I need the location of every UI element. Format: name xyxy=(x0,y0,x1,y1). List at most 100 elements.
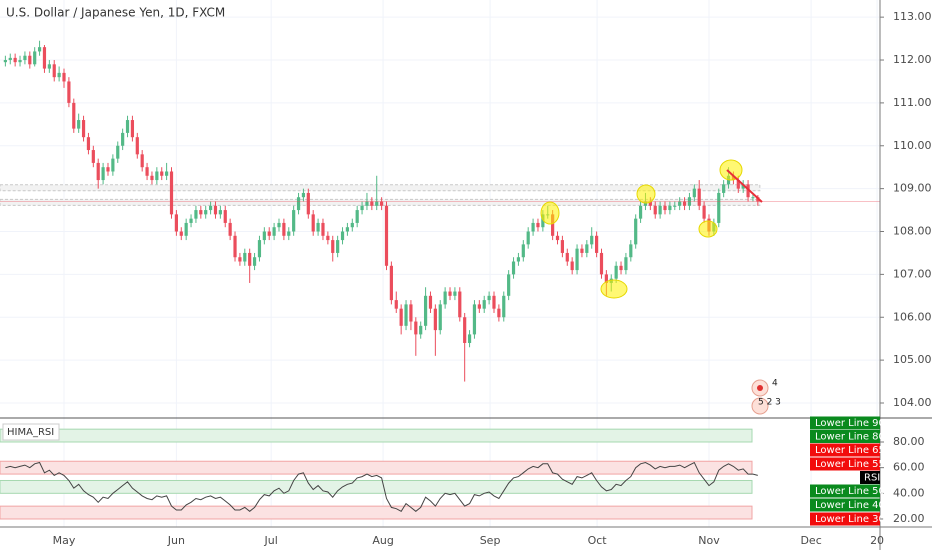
candle-body xyxy=(67,81,71,103)
candle-body xyxy=(668,205,672,211)
candle-body xyxy=(682,201,687,206)
candle-body xyxy=(580,248,584,253)
candle-body xyxy=(722,184,726,193)
candle-body xyxy=(350,222,354,228)
line-label: Lower Line 80 xyxy=(815,432,885,443)
line-label-bg xyxy=(810,498,880,512)
y-tick-label: 111.000 xyxy=(893,96,932,109)
candle-body xyxy=(204,210,208,215)
rsi-band xyxy=(0,428,753,443)
candle-body xyxy=(160,171,164,176)
trend-line xyxy=(726,169,763,203)
chart-title: U.S. Dollar / Japanese Yen, 1D, FXCM xyxy=(6,6,225,20)
candle-body xyxy=(336,240,340,253)
candle-body xyxy=(741,184,745,189)
candle-body xyxy=(399,308,403,326)
candle-body xyxy=(150,175,154,181)
y-tick-label: 110.000 xyxy=(893,139,932,152)
candle-body xyxy=(228,222,232,236)
candle-body xyxy=(62,72,66,82)
candle-body xyxy=(502,295,506,318)
candle-body xyxy=(257,240,262,258)
candle-body xyxy=(599,252,604,275)
candle-body xyxy=(23,55,27,61)
line-label-bg xyxy=(810,443,880,457)
y-tick-label: 105.000 xyxy=(893,353,932,366)
candle-body xyxy=(47,64,51,69)
candle-body xyxy=(316,222,320,232)
y-tick-label: 113.000 xyxy=(893,10,932,23)
candle-body xyxy=(507,274,511,296)
candle-body xyxy=(463,317,467,343)
y-tick-label: 106.000 xyxy=(893,310,932,323)
rsi-line xyxy=(5,461,758,512)
candle-body xyxy=(33,51,37,65)
rsi-band xyxy=(0,479,753,494)
y-tick-label: 20.00 xyxy=(893,512,925,525)
x-tick-label: Nov xyxy=(698,534,720,547)
candle-body xyxy=(380,201,384,206)
candle-body xyxy=(746,184,750,198)
line-label: Lower Line 65 xyxy=(815,445,885,456)
candle-body xyxy=(238,257,242,262)
candle-body xyxy=(57,72,61,78)
candle-body xyxy=(189,218,193,223)
candle-body xyxy=(511,261,516,275)
rsi-band xyxy=(0,460,753,475)
candle-body xyxy=(477,304,481,309)
x-tick-label: Jun xyxy=(167,534,185,547)
candle-body xyxy=(638,205,643,219)
candle-body xyxy=(423,295,428,326)
candle-body xyxy=(252,257,257,266)
candle-body xyxy=(717,192,721,223)
drawings xyxy=(540,159,743,299)
candle-body xyxy=(365,201,369,206)
candle-body xyxy=(604,274,608,283)
line-label-bg xyxy=(810,416,880,430)
candle-body xyxy=(531,222,535,232)
candle-body xyxy=(174,214,178,232)
candle-body xyxy=(81,120,86,138)
candle-body xyxy=(619,265,623,271)
candle-body xyxy=(702,205,706,219)
rsi-bands xyxy=(0,428,753,520)
candle-body xyxy=(331,240,335,253)
candle-body xyxy=(52,64,56,78)
labels: May Jun Jul Aug Sep Oct Nov Dec 20 104.000 105.000… xyxy=(53,10,932,547)
candle-body xyxy=(419,325,423,335)
candle-body xyxy=(199,210,203,215)
candle-body xyxy=(482,300,486,309)
candle-body xyxy=(458,291,462,318)
candle-body xyxy=(179,231,183,236)
line-label: Lower Line 40 xyxy=(815,500,885,511)
highlight xyxy=(600,279,628,299)
x-tick-label: Jul xyxy=(264,534,278,547)
event-count: 4 xyxy=(772,379,778,389)
candle-body xyxy=(37,47,42,52)
candle-body xyxy=(321,222,325,236)
candle-body xyxy=(375,201,379,206)
level-zone xyxy=(0,184,761,192)
candle-body xyxy=(3,60,7,63)
candle-body xyxy=(526,231,530,245)
candle-body xyxy=(648,201,652,206)
event-icon xyxy=(757,385,763,391)
candle-body xyxy=(8,57,12,61)
candle-body xyxy=(370,201,374,206)
candle-body xyxy=(223,210,227,223)
level-zone xyxy=(0,198,761,206)
candle-body xyxy=(248,252,252,266)
candle-body xyxy=(42,47,47,69)
candle-body xyxy=(472,304,477,335)
rsi-tag-bg xyxy=(860,471,880,484)
indicator-name: HIMA_RSI xyxy=(7,427,54,438)
y-tick-label: 108.000 xyxy=(893,225,932,238)
highlight xyxy=(698,220,718,238)
highlight xyxy=(636,184,656,204)
highlight xyxy=(719,159,743,181)
y-tick-label: 109.000 xyxy=(893,182,932,195)
y-tick-label: 40.00 xyxy=(893,486,925,499)
line-label: Lower Line 50 xyxy=(815,486,885,497)
candle-body xyxy=(565,252,569,262)
candle-body xyxy=(409,304,413,322)
